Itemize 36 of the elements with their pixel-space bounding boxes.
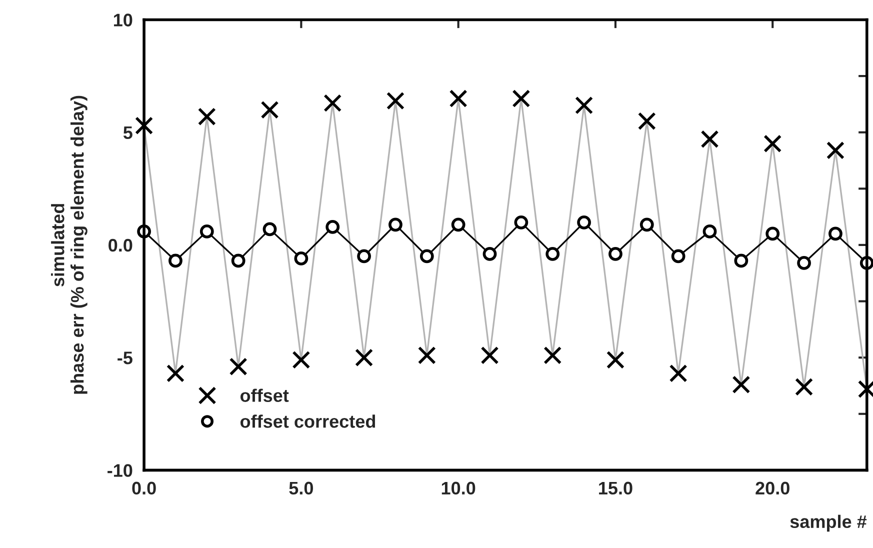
x-axis-title: sample # xyxy=(790,514,867,532)
y-axis-title: simulated phase err (% of ring element delay) xyxy=(51,96,88,394)
point xyxy=(734,254,748,268)
y-tick-label: 10 xyxy=(114,14,132,26)
y-tick-label: -5 xyxy=(118,352,132,364)
point xyxy=(797,256,811,270)
x-tick-label: 0.0 xyxy=(132,482,156,495)
point xyxy=(482,247,497,261)
point xyxy=(671,249,686,264)
y-tick-label: 5 xyxy=(123,126,132,140)
x-tick-label: 5.0 xyxy=(289,482,313,495)
point xyxy=(766,226,780,241)
point xyxy=(294,252,308,266)
point xyxy=(702,224,717,238)
point xyxy=(200,224,214,238)
point xyxy=(231,254,246,268)
point xyxy=(451,218,466,232)
legend-label: offset xyxy=(240,388,289,402)
y-tick-label: -10 xyxy=(108,464,132,477)
point xyxy=(168,254,182,268)
point xyxy=(262,222,277,236)
y-tick-label: 0.0 xyxy=(108,238,132,252)
point xyxy=(420,249,434,264)
x-tick-label: 20.0 xyxy=(756,482,790,495)
point xyxy=(608,247,622,261)
point xyxy=(326,220,340,234)
point xyxy=(546,247,560,261)
point xyxy=(640,218,654,232)
point xyxy=(514,215,528,230)
point xyxy=(357,249,371,264)
x-tick-label: 10.0 xyxy=(442,482,476,495)
point xyxy=(577,215,591,230)
point xyxy=(388,218,402,232)
legend-label: offset corrected xyxy=(240,414,376,428)
x-tick-label: 15.0 xyxy=(599,482,632,495)
point xyxy=(828,226,842,241)
